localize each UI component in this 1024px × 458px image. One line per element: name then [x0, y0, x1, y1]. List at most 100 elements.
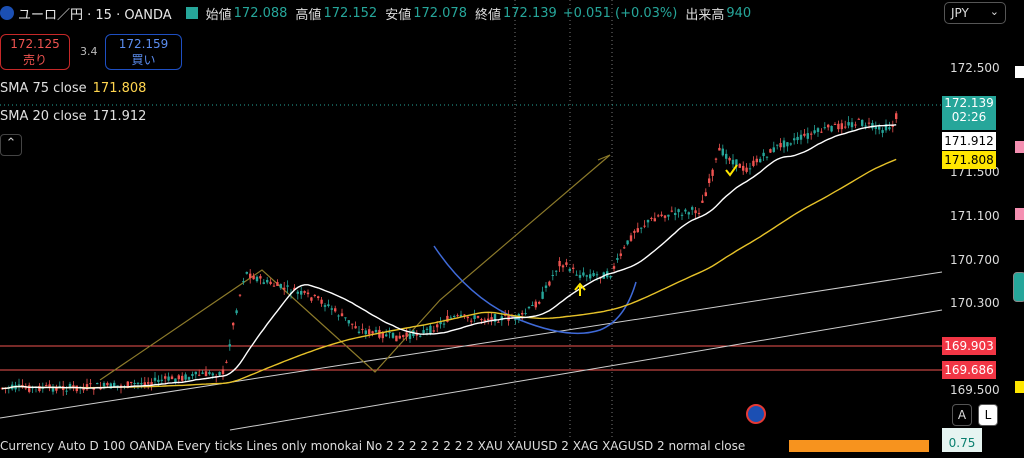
- candle-body: [45, 385, 48, 387]
- candle-body: [776, 144, 779, 146]
- candle-body: [109, 383, 112, 389]
- candle-body: [697, 212, 701, 214]
- indicator-value: 171.808: [92, 81, 147, 96]
- candle-body: [133, 383, 136, 385]
- currency-select[interactable]: JPY ⌄: [944, 2, 1006, 24]
- candle-body: [204, 371, 208, 377]
- candle-body: [473, 315, 476, 320]
- candle-body: [408, 333, 412, 339]
- candle-body: [374, 329, 378, 333]
- candle-body: [181, 375, 184, 381]
- candle-body: [742, 165, 745, 171]
- candle-body: [646, 219, 650, 223]
- close-value: 172.139: [503, 5, 557, 21]
- candle-body: [170, 376, 174, 380]
- candle-body: [521, 312, 524, 315]
- spread-value: 3.4: [80, 45, 98, 58]
- candle-body: [585, 275, 588, 277]
- log-scale-button[interactable]: L: [978, 404, 998, 426]
- sell-button[interactable]: 172.125 売り: [0, 34, 70, 70]
- candle-body: [565, 262, 568, 265]
- candle-body: [541, 291, 544, 299]
- indicator-sma20[interactable]: SMA 20 close 171.912: [0, 109, 146, 124]
- candle-body: [415, 333, 418, 336]
- candle-body: [296, 291, 299, 294]
- price-tick: 170.700: [950, 253, 1000, 267]
- chevron-down-icon: ⌄: [989, 5, 999, 18]
- candle-body: [827, 124, 830, 128]
- candle-body: [456, 315, 459, 317]
- candle-body: [242, 281, 245, 283]
- indicator-sma75[interactable]: SMA 75 close 171.808: [0, 81, 146, 96]
- auto-scale-button[interactable]: A: [952, 404, 972, 426]
- symbol-title[interactable]: ユーロ／円 · 15 · OANDA: [18, 7, 172, 23]
- economic-event-icon[interactable]: [746, 404, 766, 424]
- candle-body: [58, 385, 61, 387]
- candle-body: [364, 330, 367, 335]
- candle-body: [572, 267, 575, 269]
- indicator-name: SMA 20 close: [0, 109, 87, 124]
- candle-body: [483, 319, 486, 321]
- candle-body: [575, 274, 578, 276]
- sell-price: 172.125: [10, 37, 60, 51]
- candle-body: [225, 361, 228, 363]
- side-marker: [1015, 208, 1024, 220]
- candle-body: [857, 118, 860, 120]
- candle-body: [629, 235, 633, 241]
- candle-body: [667, 214, 670, 217]
- candle-body: [55, 387, 58, 391]
- collapse-legend-button[interactable]: ⌃: [0, 134, 22, 156]
- candle-body: [96, 383, 99, 385]
- candle-body: [191, 374, 194, 376]
- candle-body: [269, 281, 272, 285]
- sell-label: 売り: [22, 53, 47, 67]
- candle-body: [334, 308, 337, 312]
- market-open-icon: [185, 7, 198, 19]
- candle-body: [398, 335, 401, 339]
- candle-body: [854, 124, 857, 126]
- candle-body: [735, 159, 738, 166]
- candle-body: [143, 382, 146, 387]
- price-tick: 171.100: [950, 209, 1000, 223]
- candle-body: [337, 315, 340, 317]
- candle-body: [895, 113, 898, 120]
- candle-body: [116, 385, 119, 387]
- candle-body: [762, 152, 765, 157]
- candle-body: [878, 126, 881, 130]
- candle-body: [38, 385, 41, 392]
- candle-body: [663, 215, 667, 218]
- candle-body: [368, 329, 371, 335]
- candle-body: [796, 136, 799, 141]
- currency-value: JPY: [951, 6, 969, 20]
- candle-body: [313, 294, 316, 296]
- candle-body: [432, 330, 435, 332]
- candle-body: [704, 192, 707, 197]
- price-tick: 170.300: [950, 296, 1000, 310]
- candle-body: [816, 128, 820, 132]
- candle-body: [106, 382, 109, 386]
- candle-body: [140, 383, 143, 385]
- candle-body: [650, 217, 653, 219]
- candle-body: [799, 134, 803, 140]
- candle-body: [548, 281, 551, 286]
- side-scroll-handle[interactable]: [1013, 272, 1024, 302]
- curve-drawing: [433, 245, 637, 335]
- candle-body: [701, 200, 704, 203]
- candle-body: [357, 331, 361, 333]
- candle-body: [820, 131, 823, 133]
- candle-body: [72, 385, 75, 387]
- candle-body: [592, 273, 595, 276]
- volume-value: 940: [726, 5, 752, 21]
- volume-label: 出来高: [685, 7, 725, 23]
- candle-body: [524, 313, 527, 315]
- candle-body: [310, 297, 313, 301]
- candle-body: [177, 375, 180, 380]
- candle-body: [884, 124, 888, 131]
- candle-body: [782, 140, 786, 148]
- candle-body: [391, 332, 395, 338]
- buy-button[interactable]: 172.159 買い: [105, 34, 182, 70]
- candle-body: [354, 326, 357, 329]
- candle-body: [402, 335, 405, 337]
- candle-body: [228, 344, 231, 347]
